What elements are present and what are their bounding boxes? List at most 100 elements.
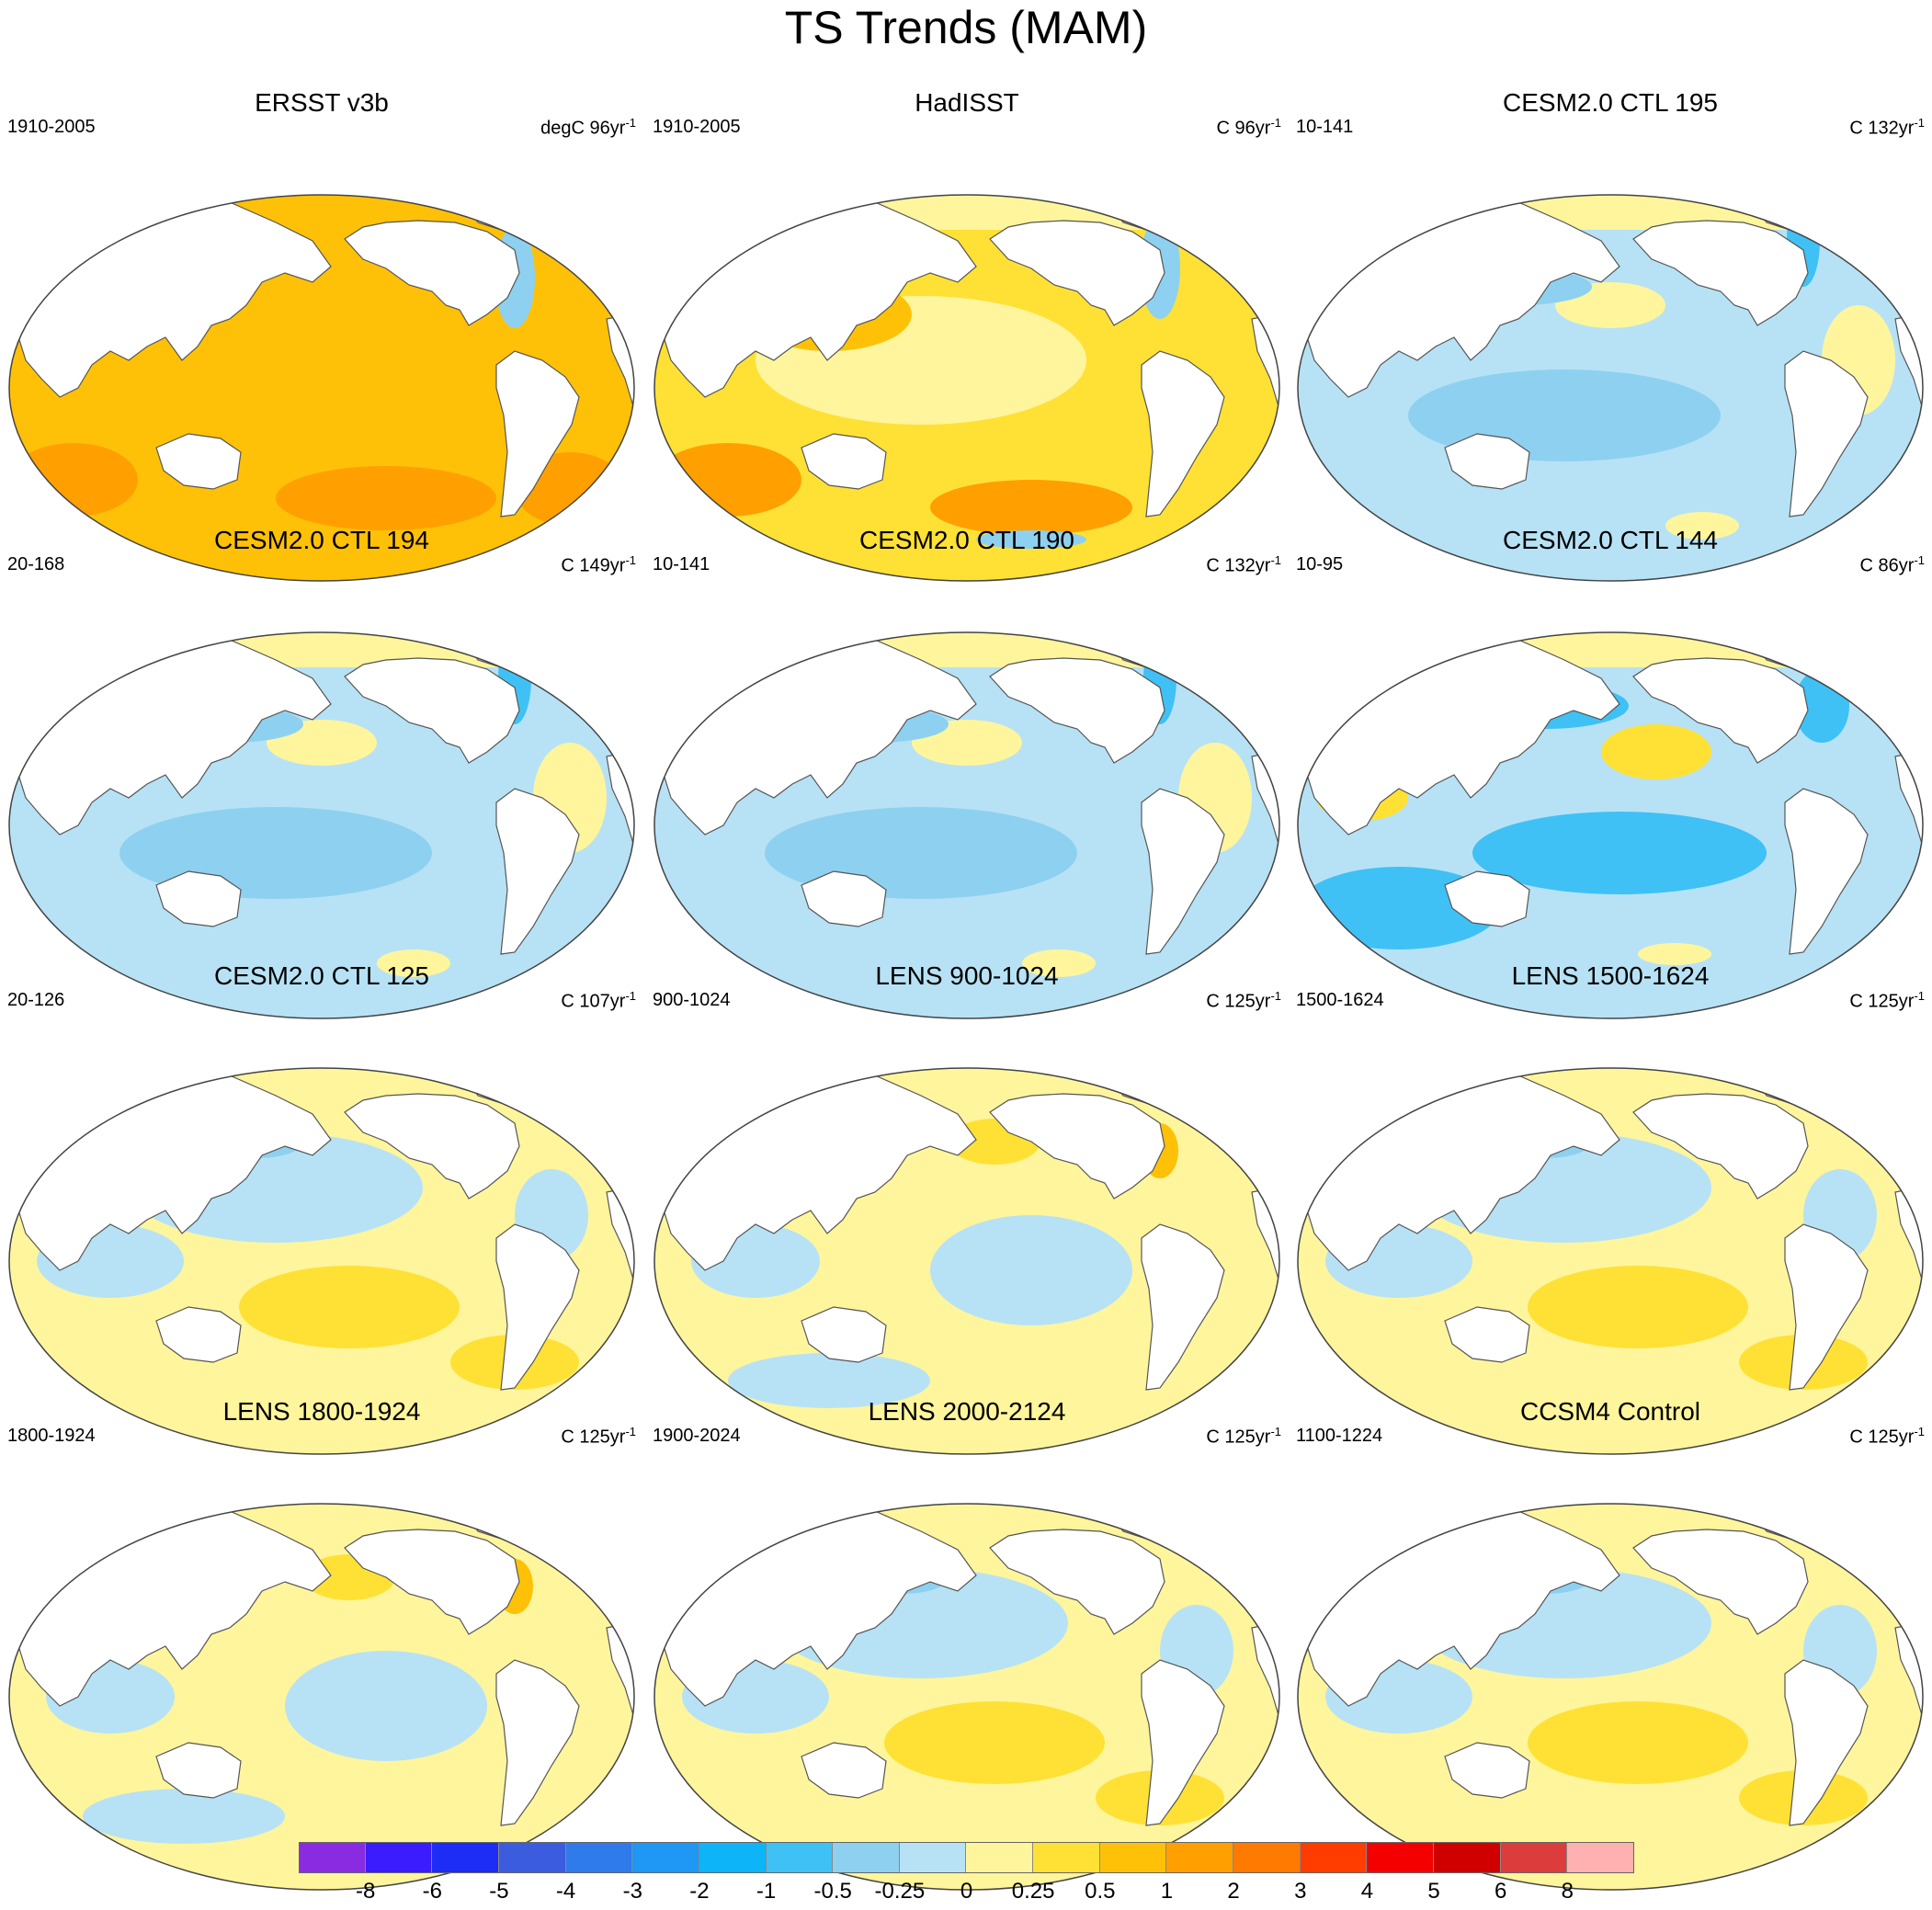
panel-title: CESM2.0 CTL 190 — [859, 526, 1074, 554]
panel-units: C 107yr-1 — [561, 985, 636, 1013]
land-mass — [495, 788, 580, 955]
panel-year-range: 10-141 — [1296, 117, 1354, 137]
units-exponent: -1 — [1914, 116, 1925, 130]
world-map — [1297, 631, 1924, 1019]
units-exponent: -1 — [1270, 1425, 1281, 1438]
panel-title: LENS 900-1024 — [875, 961, 1059, 990]
map-border — [8, 631, 635, 1019]
units-text: C 132yr — [1206, 555, 1271, 576]
colorbar-swatch — [498, 1842, 566, 1873]
panel-year-range: 1910-2005 — [653, 117, 741, 137]
colorbar-swatch — [365, 1842, 433, 1873]
map-panel: CCSM4 Control 1100-1224 C 125yr-1 — [1289, 1393, 1932, 1891]
trend-anomaly — [239, 1266, 460, 1348]
trend-anomaly — [1601, 724, 1711, 779]
figure-title: TS Trends (MAM) — [784, 2, 1148, 53]
colorbar-label: -3 — [622, 1879, 642, 1904]
land-mass — [801, 1306, 887, 1363]
land-mass — [1632, 1529, 1809, 1635]
world-map — [8, 1067, 635, 1455]
colorbar — [299, 1842, 1634, 1873]
trend-anomaly — [1022, 949, 1096, 977]
colorbar-label: -5 — [489, 1879, 509, 1904]
trend-anomaly — [976, 530, 1086, 549]
world-map — [653, 1503, 1280, 1891]
colorbar-swatch — [1434, 1842, 1501, 1873]
colorbar-label: -4 — [555, 1879, 576, 1904]
trend-anomaly — [1665, 512, 1739, 540]
panel-title: LENS 1500-1624 — [1511, 961, 1710, 990]
land-mass — [1444, 1306, 1530, 1363]
map-panel: LENS 1800-1924 1800-1924 C 125yr-1 — [0, 1393, 643, 1891]
units-text: C 125yr — [561, 1427, 626, 1448]
land-mass — [1141, 350, 1225, 517]
colorbar-swatch — [1300, 1842, 1368, 1873]
world-map — [8, 194, 635, 582]
panel-title: HadISST — [915, 88, 1019, 117]
colorbar-frame — [299, 1842, 1634, 1873]
colorbar-label: 6 — [1494, 1879, 1507, 1904]
panel-year-range: 1900-2024 — [653, 1426, 741, 1446]
colorbar-swatch — [1033, 1842, 1100, 1873]
trend-anomaly — [276, 466, 496, 530]
world-map — [8, 631, 635, 1019]
map-border — [1297, 1503, 1924, 1891]
panel-year-range: 1500-1624 — [1296, 990, 1384, 1010]
colorbar-swatch — [1166, 1842, 1234, 1873]
world-map — [8, 1503, 635, 1891]
trend-anomaly — [1472, 812, 1767, 894]
map-border — [1297, 1067, 1924, 1455]
panel-units: C 125yr-1 — [561, 1421, 636, 1449]
arctic-band — [1298, 1068, 1923, 1103]
map-panel: LENS 900-1024 900-1024 C 125yr-1 — [645, 958, 1289, 1455]
panel-title: CESM2.0 CTL 125 — [214, 961, 429, 990]
map-panel: CESM2.0 CTL 125 20-126 C 107yr-1 — [0, 958, 643, 1455]
land-mass — [801, 870, 887, 927]
map-border — [653, 1067, 1280, 1455]
trend-anomaly — [1528, 1266, 1748, 1348]
units-text: C 132yr — [1849, 118, 1915, 139]
world-map — [653, 1067, 1280, 1455]
units-exponent: -1 — [1914, 1425, 1925, 1438]
panel-year-range: 20-126 — [7, 990, 65, 1010]
world-map — [1297, 194, 1924, 582]
arctic-band — [9, 1068, 634, 1103]
arctic-band — [9, 632, 634, 667]
map-border — [1297, 631, 1924, 1019]
panel-units: C 86yr-1 — [1860, 550, 1925, 577]
colorbar-label: 0.25 — [1011, 1879, 1055, 1904]
units-exponent: -1 — [1914, 989, 1925, 1003]
colorbar-label: 0 — [960, 1879, 973, 1904]
trend-anomaly — [884, 1701, 1105, 1784]
units-text: degC 96yr — [540, 118, 626, 139]
land-mass — [344, 657, 520, 764]
arctic-band — [1298, 632, 1923, 667]
colorbar-label: -0.5 — [813, 1879, 852, 1904]
map-border — [653, 1503, 1280, 1891]
panel-units: degC 96yr-1 — [540, 112, 636, 140]
panel-year-range: 10-95 — [1296, 554, 1344, 574]
colorbar-swatch — [766, 1842, 834, 1873]
land-mass — [1141, 1659, 1225, 1826]
land-mass — [1444, 870, 1530, 927]
colorbar-label: 4 — [1360, 1879, 1374, 1904]
colorbar-swatch — [1567, 1842, 1634, 1873]
map-panel: LENS 1500-1624 1500-1624 C 125yr-1 — [1289, 958, 1932, 1455]
units-exponent: -1 — [1270, 553, 1281, 567]
land-mass — [495, 1223, 580, 1391]
trend-anomaly — [654, 443, 801, 517]
map-border — [8, 1503, 635, 1891]
units-exponent: -1 — [625, 116, 636, 130]
land-mass — [801, 433, 887, 490]
units-text: C 149yr — [561, 555, 626, 576]
panel-units: C 125yr-1 — [1849, 1421, 1925, 1449]
land-mass — [1784, 350, 1869, 517]
land-mass — [1784, 788, 1869, 955]
world-map — [653, 631, 1280, 1019]
land-mass — [1141, 788, 1225, 955]
trend-anomaly — [1638, 943, 1711, 965]
colorbar-swatch — [1099, 1842, 1167, 1873]
panel-units: C 149yr-1 — [561, 550, 636, 577]
trend-anomaly — [728, 1353, 930, 1408]
colorbar-swatch — [299, 1842, 366, 1873]
